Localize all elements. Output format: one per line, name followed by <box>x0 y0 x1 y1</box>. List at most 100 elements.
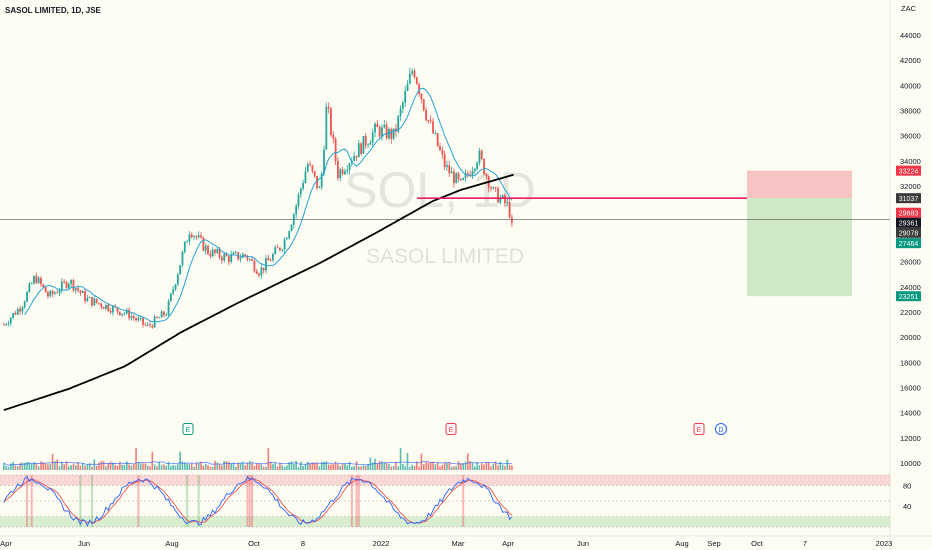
candle-body <box>432 121 434 134</box>
volume-bar <box>469 461 471 470</box>
candle-body <box>297 194 300 206</box>
candle <box>408 67 411 85</box>
candle-body <box>337 160 339 179</box>
candle <box>93 295 96 306</box>
candle-body <box>364 136 367 146</box>
candle-body <box>47 292 49 297</box>
candle-body <box>283 239 286 250</box>
volume-ma-line <box>3 461 512 466</box>
price-tick-label: 38000 <box>900 107 921 116</box>
candle <box>207 244 209 256</box>
candle <box>427 119 430 124</box>
candle <box>476 161 479 172</box>
volume-bar <box>225 461 228 470</box>
candle-body <box>111 306 114 313</box>
event-marker-earnings-down[interactable]: E <box>445 423 457 435</box>
candle-body <box>390 129 393 139</box>
candle-body <box>309 164 311 166</box>
time-axis[interactable]: Apr Jun Aug Oct 8 2022 Mar Apr Jun Aug Sep Oct 7 2023 <box>0 539 892 548</box>
volume-bar <box>65 461 68 470</box>
candle <box>441 146 444 159</box>
candle-body <box>381 127 383 137</box>
volume-bar <box>490 466 492 470</box>
candle-body <box>279 247 281 251</box>
candle-body <box>74 288 77 291</box>
candle-body <box>179 265 182 275</box>
candle <box>376 119 379 128</box>
volume-bar <box>112 462 114 470</box>
candle-body <box>469 174 472 176</box>
event-marker-dividend[interactable]: D <box>715 423 727 435</box>
candle <box>95 298 98 304</box>
candle-body <box>316 176 318 189</box>
take-profit-zone[interactable] <box>747 198 852 297</box>
chart-title: SASOL LIMITED, 1D, JSE <box>5 6 102 15</box>
candle-body <box>376 123 379 128</box>
volume-bar <box>330 464 332 470</box>
volume-bar <box>443 462 446 470</box>
candle <box>35 272 38 284</box>
volume-bar <box>49 464 52 470</box>
candle <box>490 185 492 192</box>
candle-body <box>334 138 337 161</box>
time-tick-label: 8 <box>301 539 305 548</box>
volume-bar <box>346 465 348 470</box>
stop-loss-zone[interactable] <box>747 170 852 199</box>
volume-bar <box>197 462 200 470</box>
candle-body <box>341 169 344 174</box>
candle <box>49 289 52 298</box>
candle <box>33 274 35 285</box>
candle <box>378 125 381 140</box>
volume-bar <box>235 466 237 470</box>
candle-body <box>325 106 328 150</box>
volume-bar <box>348 461 351 470</box>
candle <box>65 280 68 290</box>
candle-body <box>107 304 110 311</box>
price-labels: 33224 31037 29883 29361 29078 27464 23251 <box>896 165 921 302</box>
volume-bar <box>499 461 502 470</box>
candle-body <box>176 274 179 285</box>
candle-body <box>504 195 506 203</box>
volume-bar <box>253 465 256 470</box>
volume-bar <box>123 465 126 470</box>
volume-bar <box>436 462 439 470</box>
volume-bar <box>181 461 184 470</box>
candle <box>448 160 451 177</box>
candle <box>181 250 184 268</box>
candle-body <box>142 317 144 325</box>
candle-body <box>506 201 509 203</box>
volume-bars <box>3 448 513 470</box>
volume-bar <box>388 464 390 470</box>
candle <box>58 287 61 296</box>
volume-bar <box>30 463 33 470</box>
stoch-signal-bar <box>350 475 353 527</box>
candle-body <box>355 155 358 158</box>
candle-body <box>65 281 68 288</box>
candle <box>499 194 502 205</box>
candle <box>327 102 330 114</box>
candle-body <box>227 256 230 262</box>
candle-body <box>197 235 200 238</box>
volume-bar <box>383 462 386 470</box>
volume-bar <box>237 462 239 470</box>
event-marker-earnings-down[interactable]: E <box>693 423 705 435</box>
candle-body <box>202 237 205 251</box>
candle <box>79 290 82 296</box>
event-marker-earnings-up[interactable]: E <box>182 423 194 435</box>
currency-label: ZAC <box>901 4 917 13</box>
volume-bar <box>230 463 232 470</box>
stoch-tick-label: 80 <box>903 481 911 490</box>
candle-body <box>223 253 226 261</box>
volume-bar <box>404 466 406 470</box>
candle-body <box>288 231 291 239</box>
time-tick-label: Jun <box>78 539 90 548</box>
candle-body <box>167 301 170 315</box>
candle-body <box>427 120 430 121</box>
candle <box>60 278 63 294</box>
volume-bar <box>232 462 235 470</box>
candle-body <box>100 303 103 308</box>
volume-bar <box>77 462 79 470</box>
price-tick-label: 44000 <box>900 31 921 40</box>
